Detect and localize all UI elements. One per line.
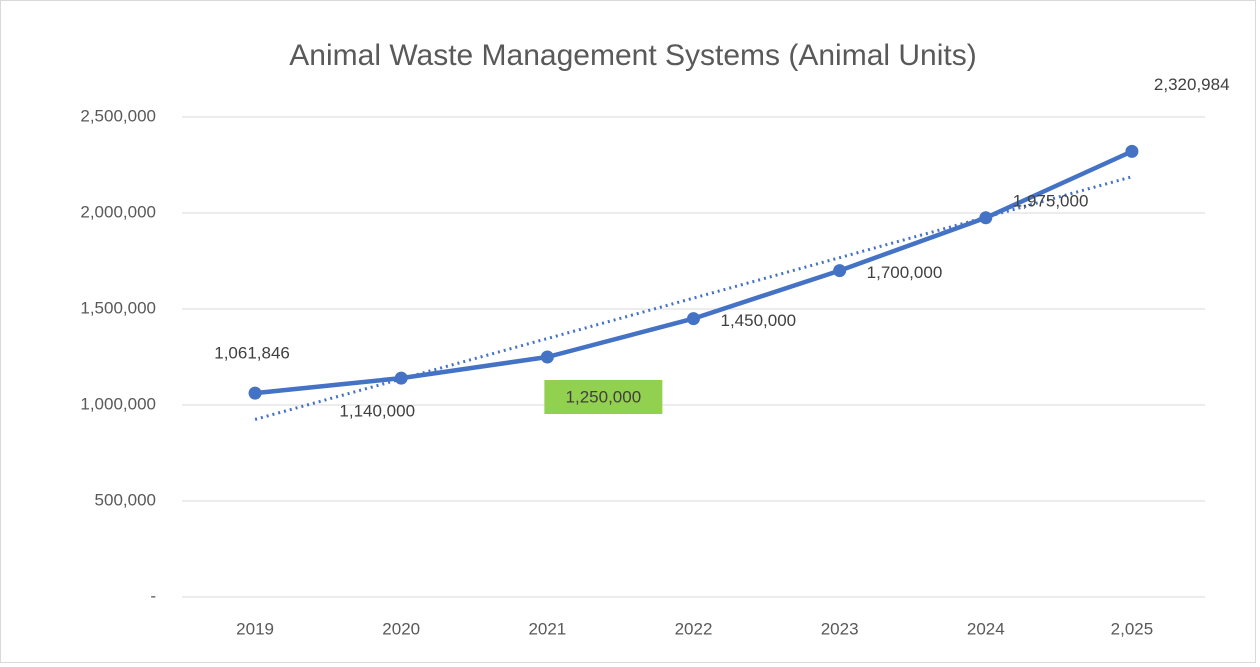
data-point <box>1125 144 1139 158</box>
x-tick-label: 2021 <box>528 619 566 638</box>
data-label: 1,450,000 <box>721 311 797 330</box>
data-point <box>394 371 408 385</box>
y-tick-label: 2,500,000 <box>80 106 156 125</box>
data-label: 1,250,000 <box>566 387 642 406</box>
x-tick-label: 2022 <box>675 619 713 638</box>
x-tick-label: 2023 <box>821 619 859 638</box>
y-tick-label: 1,500,000 <box>80 298 156 317</box>
y-tick-label: 500,000 <box>95 490 156 509</box>
x-tick-label: 2,025 <box>1111 619 1154 638</box>
chart-title: Animal Waste Management Systems (Animal … <box>289 39 976 72</box>
x-tick-label: 2019 <box>236 619 274 638</box>
y-tick-label: 1,000,000 <box>80 394 156 413</box>
data-point <box>540 350 554 364</box>
data-point <box>833 264 847 278</box>
data-label: 2,320,984 <box>1154 75 1230 94</box>
x-tick-label: 2020 <box>382 619 420 638</box>
data-point <box>248 386 262 400</box>
data-point <box>979 211 993 225</box>
data-label: 1,975,000 <box>1013 191 1089 210</box>
data-label: 1,140,000 <box>339 402 415 421</box>
data-point <box>687 312 700 326</box>
data-label-background <box>544 380 663 414</box>
data-label: 1,061,846 <box>214 344 290 363</box>
x-tick-label: 2024 <box>967 619 1005 638</box>
data-label: 1,700,000 <box>867 263 943 282</box>
y-tick-label: 2,000,000 <box>80 202 156 221</box>
y-tick-label: - <box>150 586 156 605</box>
